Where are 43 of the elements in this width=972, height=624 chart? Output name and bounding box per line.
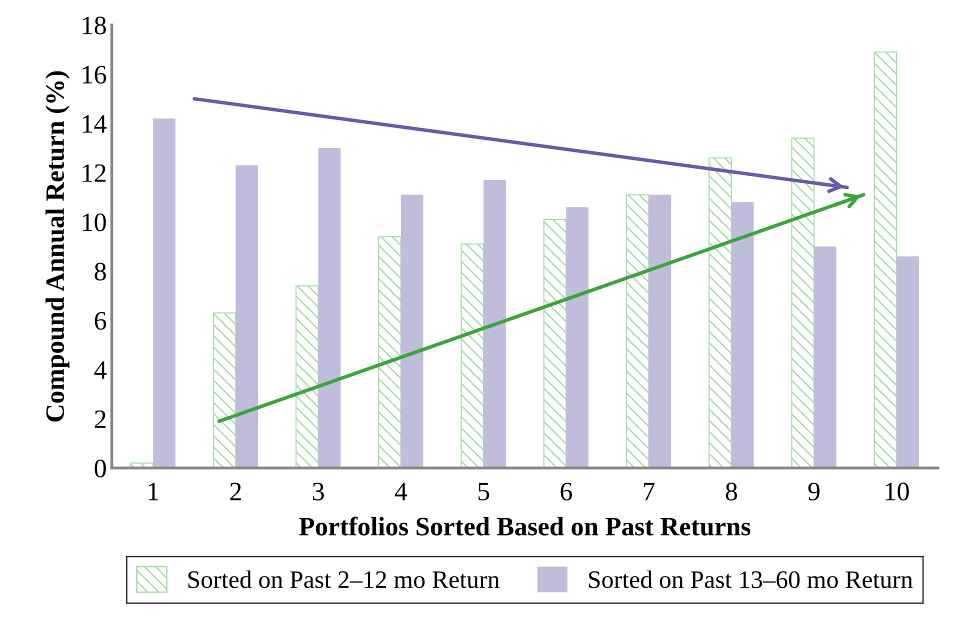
x-tick-label: 4 <box>394 482 408 500</box>
y-tick-label: 18 <box>82 16 106 34</box>
y-tick-label: 4 <box>94 361 107 379</box>
bar <box>212 312 236 468</box>
bar <box>400 194 424 468</box>
bar <box>566 207 588 468</box>
bar <box>378 236 402 468</box>
bar <box>791 138 815 468</box>
bar <box>153 118 176 468</box>
y-tick-label: 8 <box>94 262 106 281</box>
x-tick-label: 1 <box>148 482 158 500</box>
bar <box>484 180 506 468</box>
y-tick-label: 10 <box>82 213 106 232</box>
y-tick-label: 0 <box>94 460 106 478</box>
x-tick-label: 9 <box>808 482 820 500</box>
bar <box>814 246 836 468</box>
x-tick-label: 7 <box>644 482 655 500</box>
y-tick-label: 16 <box>82 66 106 84</box>
bar <box>626 194 650 468</box>
y-tick-label: 14 <box>82 115 107 133</box>
bar <box>318 148 341 468</box>
x-tick-label: 3 <box>312 482 324 500</box>
y-axis-title: Compound Annual Return (%) <box>45 71 70 422</box>
x-tick-label: 5 <box>478 482 490 500</box>
bar <box>543 218 567 468</box>
y-tick-label: 12 <box>82 164 106 182</box>
bar <box>648 194 672 468</box>
bar <box>295 285 319 468</box>
y-tick-label: 6 <box>94 312 106 330</box>
bar <box>896 256 919 468</box>
x-axis-title: Portfolios Sorted Based on Past Returns <box>299 516 750 536</box>
y-tick-label: 2 <box>94 410 106 428</box>
bar <box>708 157 732 468</box>
legend-label: Sorted on Past 2–12 mo Return <box>188 570 500 588</box>
x-tick-label: 6 <box>560 482 572 500</box>
legend-label: Sorted on Past 13–60 mo Return <box>589 570 913 588</box>
bar <box>460 243 484 468</box>
bar <box>731 202 754 468</box>
bar <box>874 51 898 468</box>
x-tick-label: 2 <box>230 482 241 500</box>
bar <box>236 165 258 468</box>
x-tick-label: 10 <box>886 482 909 500</box>
x-tick-label: 8 <box>726 482 738 500</box>
